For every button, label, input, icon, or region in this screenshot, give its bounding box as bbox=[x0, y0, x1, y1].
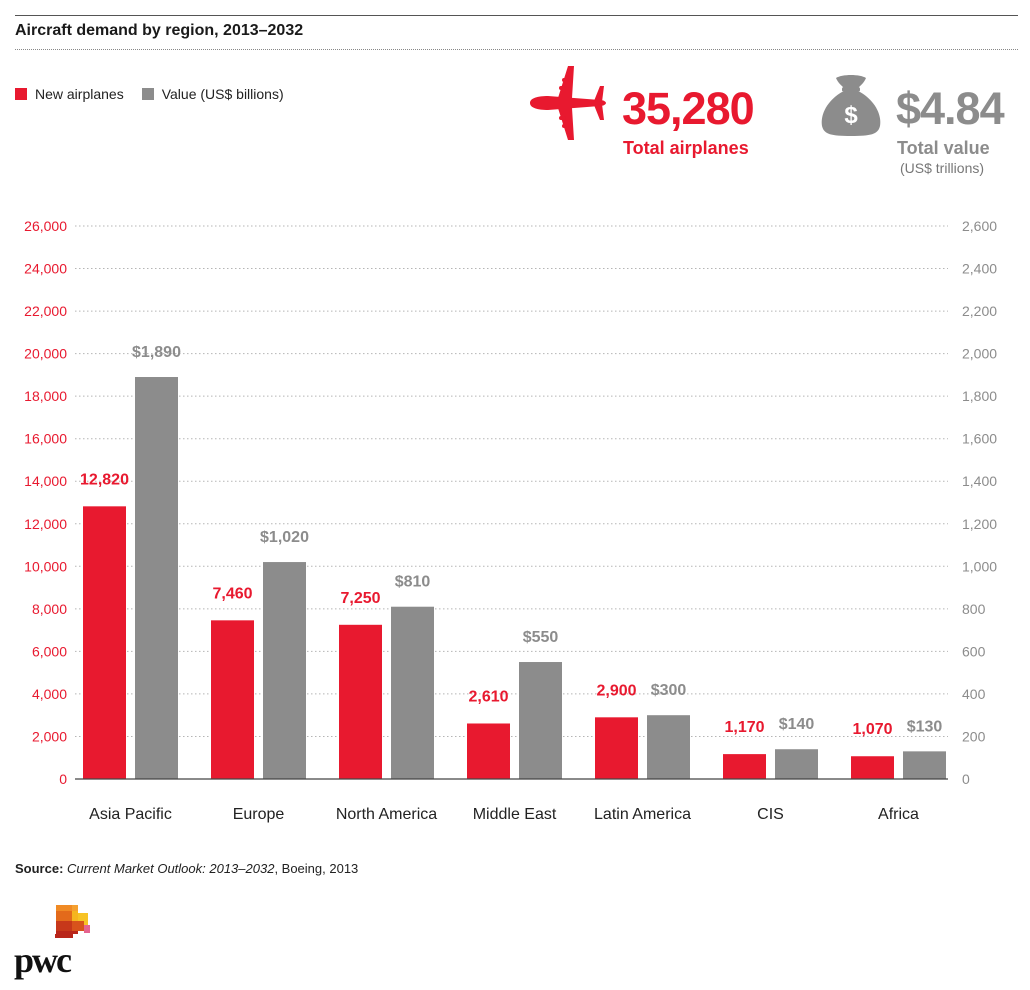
data-label-value: $130 bbox=[907, 718, 943, 735]
x-category-label: Middle East bbox=[473, 806, 557, 823]
x-category-label: Asia Pacific bbox=[89, 806, 172, 823]
y-left-tick-label: 26,000 bbox=[24, 218, 67, 234]
pwc-logo: pwc bbox=[14, 905, 90, 980]
data-label-new-airplanes: 1,070 bbox=[852, 721, 892, 738]
data-label-new-airplanes: 12,820 bbox=[80, 471, 129, 488]
data-label-new-airplanes: 2,610 bbox=[468, 688, 508, 705]
legend: New airplanes Value (US$ billions) bbox=[15, 86, 302, 102]
y-left-tick-label: 6,000 bbox=[32, 643, 67, 659]
y-left-tick-label: 18,000 bbox=[24, 388, 67, 404]
airplane-icon bbox=[530, 66, 606, 140]
bar-new-airplanes bbox=[339, 624, 382, 779]
bar-value bbox=[775, 749, 818, 779]
y-left-tick-label: 10,000 bbox=[24, 558, 67, 574]
data-label-value: $300 bbox=[651, 682, 687, 699]
bar-new-airplanes bbox=[723, 754, 766, 779]
legend-swatch-grey bbox=[141, 88, 154, 100]
bar-value bbox=[263, 562, 306, 779]
y-right-tick-label: 1,200 bbox=[962, 516, 997, 532]
x-category-label: North America bbox=[336, 806, 437, 823]
source-label: Source: bbox=[15, 861, 64, 876]
legend-label: New airplanes bbox=[35, 86, 124, 102]
x-category-label: Europe bbox=[233, 806, 285, 823]
y-left-tick-label: 16,000 bbox=[24, 431, 67, 447]
y-right-tick-label: 400 bbox=[962, 686, 986, 702]
legend-item-new-airplanes: New airplanes bbox=[15, 86, 124, 102]
y-right-tick-label: 1,600 bbox=[962, 431, 997, 447]
bar-value bbox=[391, 606, 434, 779]
y-right-tick-label: 2,200 bbox=[962, 303, 997, 319]
bar-new-airplanes bbox=[595, 717, 638, 779]
total-value-label: Total value bbox=[897, 138, 990, 158]
x-category-label: Africa bbox=[878, 806, 919, 823]
bar-value bbox=[903, 751, 946, 779]
chart-title: Aircraft demand by region, 2013–2032 bbox=[15, 22, 304, 39]
legend-swatch-red bbox=[15, 88, 27, 100]
data-label-value: $140 bbox=[779, 716, 815, 733]
data-label-value: $1,020 bbox=[260, 529, 309, 546]
y-left-tick-label: 2,000 bbox=[32, 728, 67, 744]
data-label-value: $810 bbox=[395, 574, 431, 591]
bar-chart: 0 0 2,000 200 4,000 400 6,000 600 8,000 800 10,000… bbox=[24, 218, 997, 823]
y-left-tick-label: 20,000 bbox=[24, 346, 67, 362]
data-label-new-airplanes: 2,900 bbox=[596, 682, 636, 699]
total-value-value: $4.84 bbox=[896, 83, 1005, 134]
bar-new-airplanes bbox=[83, 506, 126, 779]
data-label-new-airplanes: 1,170 bbox=[724, 719, 764, 736]
pwc-logo-text: pwc bbox=[14, 940, 72, 980]
bar-value bbox=[647, 715, 690, 779]
y-right-tick-label: 1,000 bbox=[962, 558, 997, 574]
source-title: Current Market Outlook: 2013–2032 bbox=[67, 861, 275, 876]
y-left-tick-label: 24,000 bbox=[24, 261, 67, 277]
data-label-new-airplanes: 7,460 bbox=[212, 585, 252, 602]
total-value-sublabel: (US$ trillions) bbox=[900, 160, 985, 176]
y-left-tick-label: 8,000 bbox=[32, 601, 67, 617]
bar-value bbox=[519, 662, 562, 779]
bar-new-airplanes bbox=[851, 756, 894, 779]
data-label-value: $1,890 bbox=[132, 344, 181, 361]
money-bag-icon: $ bbox=[821, 75, 881, 136]
x-category-label: CIS bbox=[757, 806, 784, 823]
source-note: Source: Current Market Outlook: 2013–203… bbox=[15, 861, 358, 876]
bar-new-airplanes bbox=[211, 620, 254, 779]
y-right-tick-label: 1,800 bbox=[962, 388, 997, 404]
y-right-tick-label: 200 bbox=[962, 728, 986, 744]
bar-new-airplanes bbox=[467, 723, 510, 779]
y-left-tick-label: 12,000 bbox=[24, 516, 67, 532]
y-left-tick-label: 14,000 bbox=[24, 473, 67, 489]
y-right-tick-label: 2,400 bbox=[962, 261, 997, 277]
y-left-tick-label: 4,000 bbox=[32, 686, 67, 702]
dollar-symbol: $ bbox=[844, 102, 858, 129]
y-right-tick-label: 0 bbox=[962, 771, 970, 787]
y-left-tick-label: 0 bbox=[59, 771, 67, 787]
bar-value bbox=[135, 377, 178, 779]
y-right-tick-label: 600 bbox=[962, 643, 986, 659]
y-right-tick-label: 1,400 bbox=[962, 473, 997, 489]
y-right-tick-label: 2,000 bbox=[962, 346, 997, 362]
total-airplanes-value: 35,280 bbox=[622, 83, 755, 134]
top-rule bbox=[15, 15, 1018, 16]
legend-item-value: Value (US$ billions) bbox=[141, 86, 284, 102]
legend-label: Value (US$ billions) bbox=[161, 86, 284, 102]
source-rest: , Boeing, 2013 bbox=[274, 861, 359, 876]
title-divider bbox=[15, 49, 1018, 50]
data-label-value: $550 bbox=[523, 629, 559, 646]
data-label-new-airplanes: 7,250 bbox=[340, 590, 380, 607]
y-left-tick-label: 22,000 bbox=[24, 303, 67, 319]
y-right-tick-label: 800 bbox=[962, 601, 986, 617]
y-right-tick-label: 2,600 bbox=[962, 218, 997, 234]
x-category-label: Latin America bbox=[594, 806, 691, 823]
total-airplanes-label: Total airplanes bbox=[623, 138, 749, 158]
